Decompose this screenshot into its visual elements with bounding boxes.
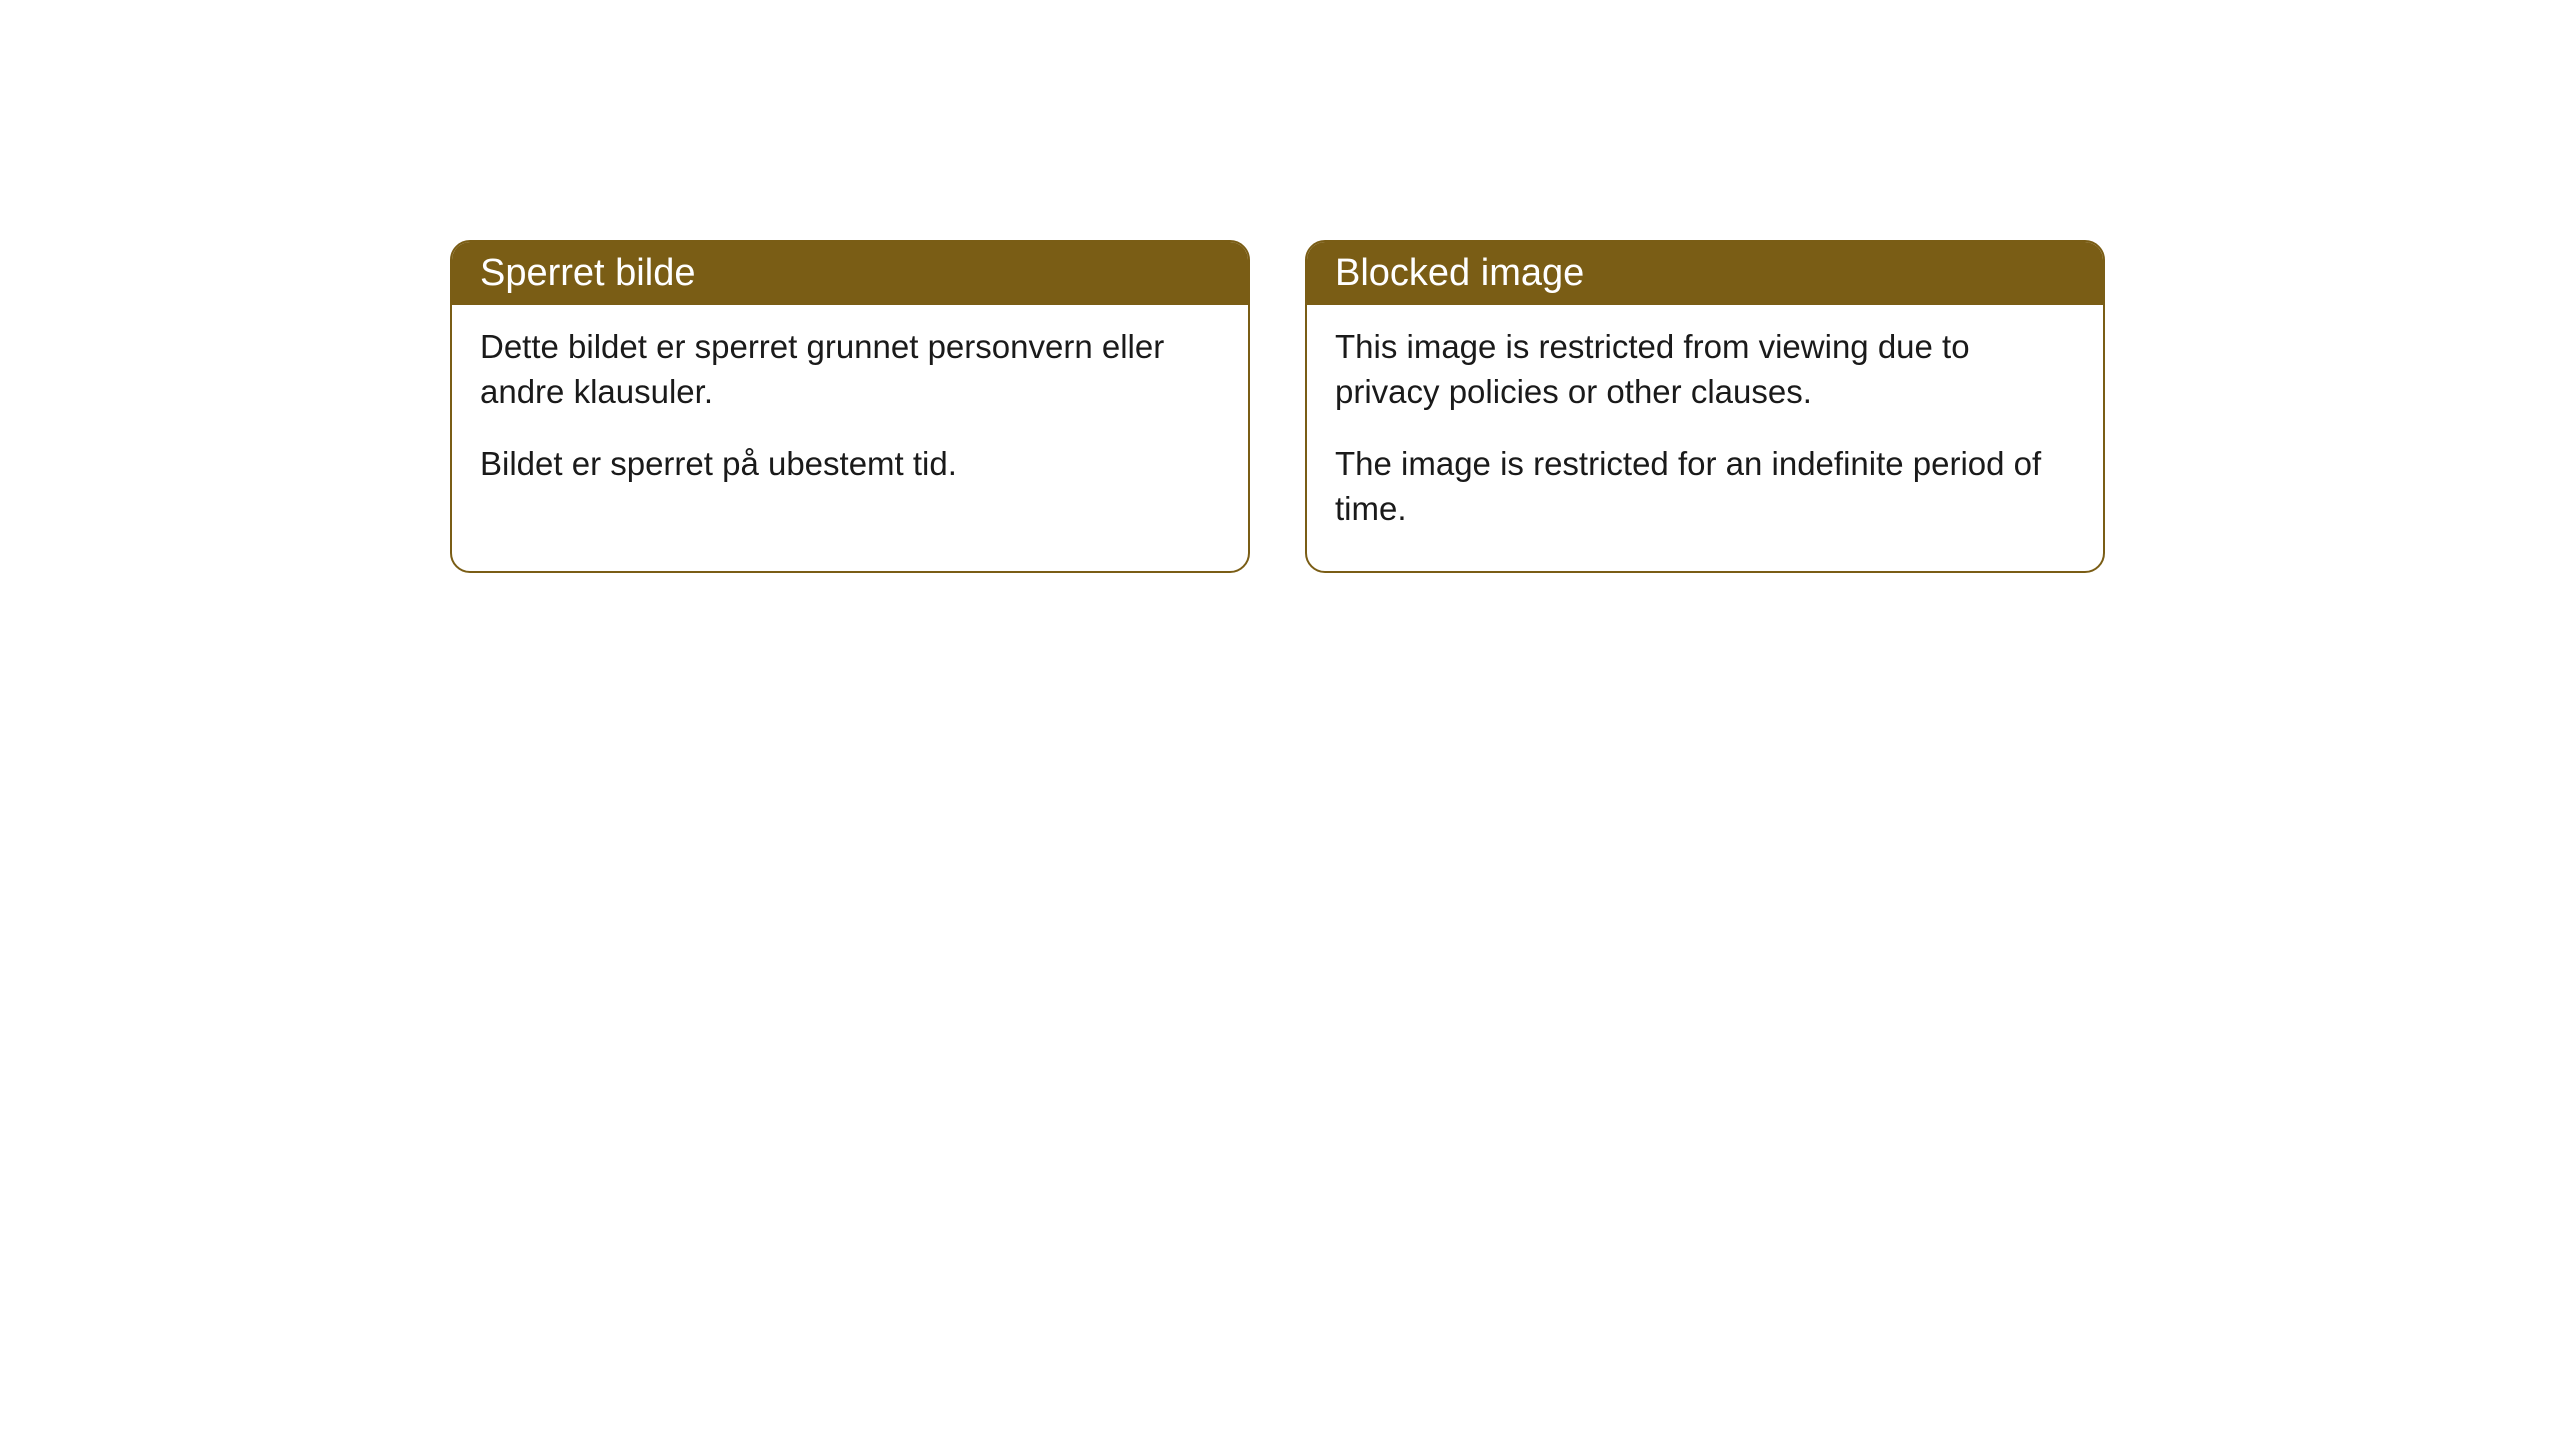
card-english: Blocked image This image is restricted f…: [1305, 240, 2105, 573]
card-header-english: Blocked image: [1307, 242, 2103, 305]
card-header-norwegian: Sperret bilde: [452, 242, 1248, 305]
card-body-english: This image is restricted from viewing du…: [1307, 305, 2103, 571]
card-body-norwegian: Dette bildet er sperret grunnet personve…: [452, 305, 1248, 527]
card-paragraph: Bildet er sperret på ubestemt tid.: [480, 442, 1220, 487]
card-paragraph: This image is restricted from viewing du…: [1335, 325, 2075, 414]
card-paragraph: The image is restricted for an indefinit…: [1335, 442, 2075, 531]
card-norwegian: Sperret bilde Dette bildet er sperret gr…: [450, 240, 1250, 573]
card-paragraph: Dette bildet er sperret grunnet personve…: [480, 325, 1220, 414]
cards-container: Sperret bilde Dette bildet er sperret gr…: [450, 240, 2560, 573]
